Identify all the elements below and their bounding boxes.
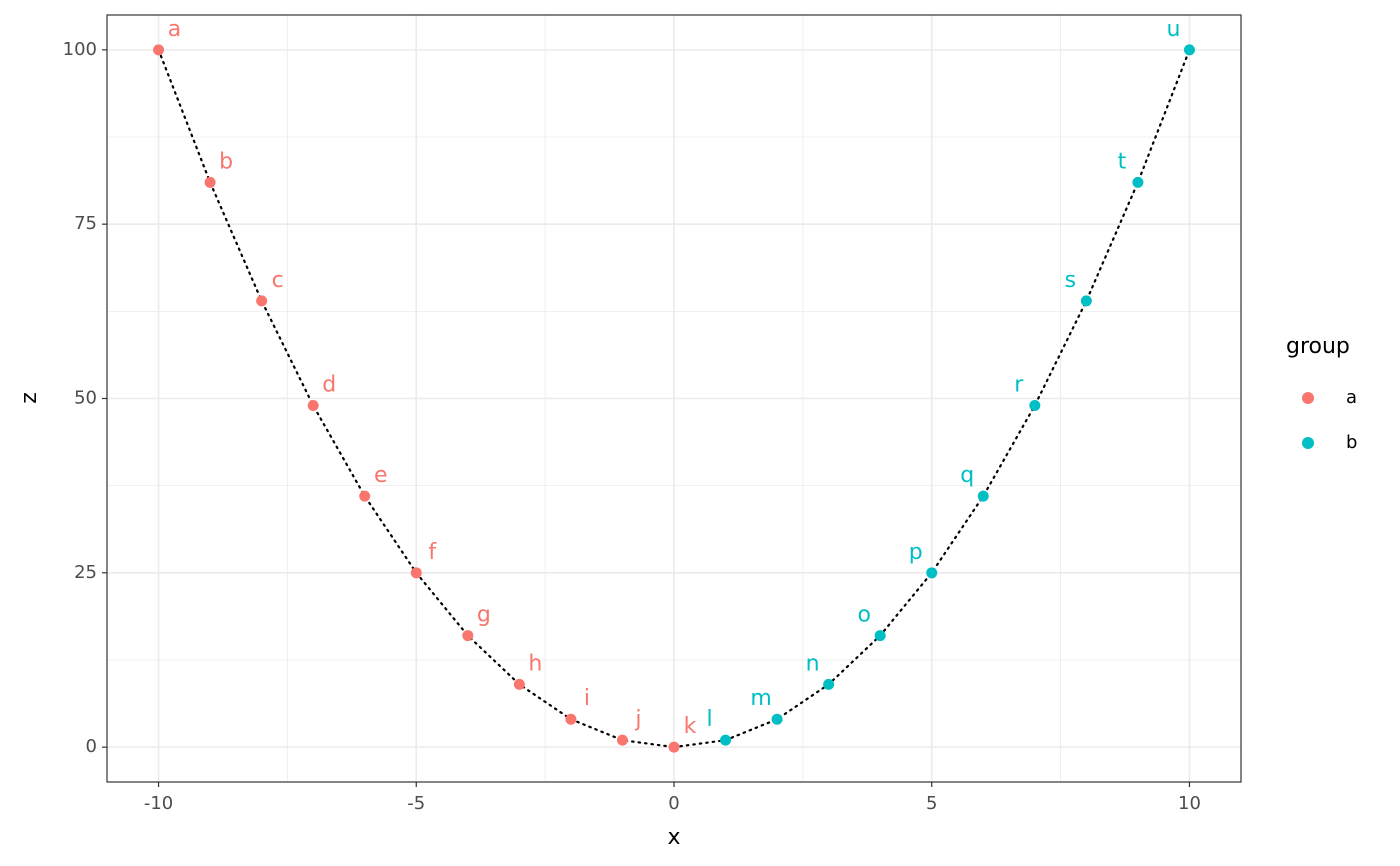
point	[1029, 399, 1041, 411]
legend-label: a	[1346, 387, 1357, 408]
point	[668, 741, 680, 753]
point-label: c	[272, 268, 284, 293]
point-label: r	[1014, 372, 1024, 397]
y-axis-title: z	[17, 392, 42, 404]
point-label: e	[374, 463, 388, 488]
y-tick-label: 0	[86, 736, 97, 757]
point-label: j	[634, 707, 641, 732]
y-tick-label: 25	[74, 562, 97, 583]
point-label: s	[1065, 268, 1076, 293]
point	[256, 295, 268, 307]
point	[1132, 176, 1144, 188]
legend-key	[1302, 392, 1314, 404]
panel-border	[106, 14, 1242, 783]
x-tick-label: 0	[668, 793, 679, 814]
point	[307, 399, 319, 411]
point	[565, 713, 577, 725]
y-tick-label: 100	[63, 39, 97, 60]
point-label: m	[750, 686, 771, 711]
point	[874, 630, 886, 642]
point	[1183, 44, 1195, 56]
point	[462, 630, 474, 642]
point	[616, 734, 628, 746]
point	[410, 567, 422, 579]
point-label: g	[477, 603, 491, 628]
point	[153, 44, 165, 56]
point-label: f	[428, 540, 437, 565]
point	[513, 678, 525, 690]
y-tick-label: 75	[74, 213, 97, 234]
point-label: b	[219, 149, 233, 174]
point	[720, 734, 732, 746]
point-label: t	[1118, 149, 1127, 174]
point	[926, 567, 938, 579]
point-label: n	[806, 651, 820, 676]
x-axis-title: x	[667, 825, 680, 850]
x-tick-label: -10	[144, 793, 173, 814]
point-label: o	[857, 603, 870, 628]
point	[359, 490, 371, 502]
point-label: l	[706, 707, 712, 732]
point-label: u	[1166, 17, 1180, 42]
x-tick-label: -5	[407, 793, 425, 814]
x-tick-label: 5	[926, 793, 937, 814]
legend-key	[1302, 437, 1314, 449]
point-label: d	[322, 372, 336, 397]
point	[977, 490, 989, 502]
point-label: p	[909, 540, 923, 565]
point	[771, 713, 783, 725]
legend-label: b	[1346, 432, 1357, 453]
point	[823, 678, 835, 690]
x-tick-label: 10	[1178, 793, 1201, 814]
point	[204, 176, 216, 188]
point-label: k	[684, 714, 697, 739]
point	[1080, 295, 1092, 307]
point-label: q	[960, 463, 974, 488]
legend-title: group	[1286, 334, 1350, 359]
y-tick-label: 50	[74, 388, 97, 409]
point-label: i	[584, 686, 590, 711]
point-label: a	[168, 17, 181, 42]
line	[724, 48, 1191, 742]
point-label: h	[528, 651, 542, 676]
line-connector	[672, 739, 727, 749]
